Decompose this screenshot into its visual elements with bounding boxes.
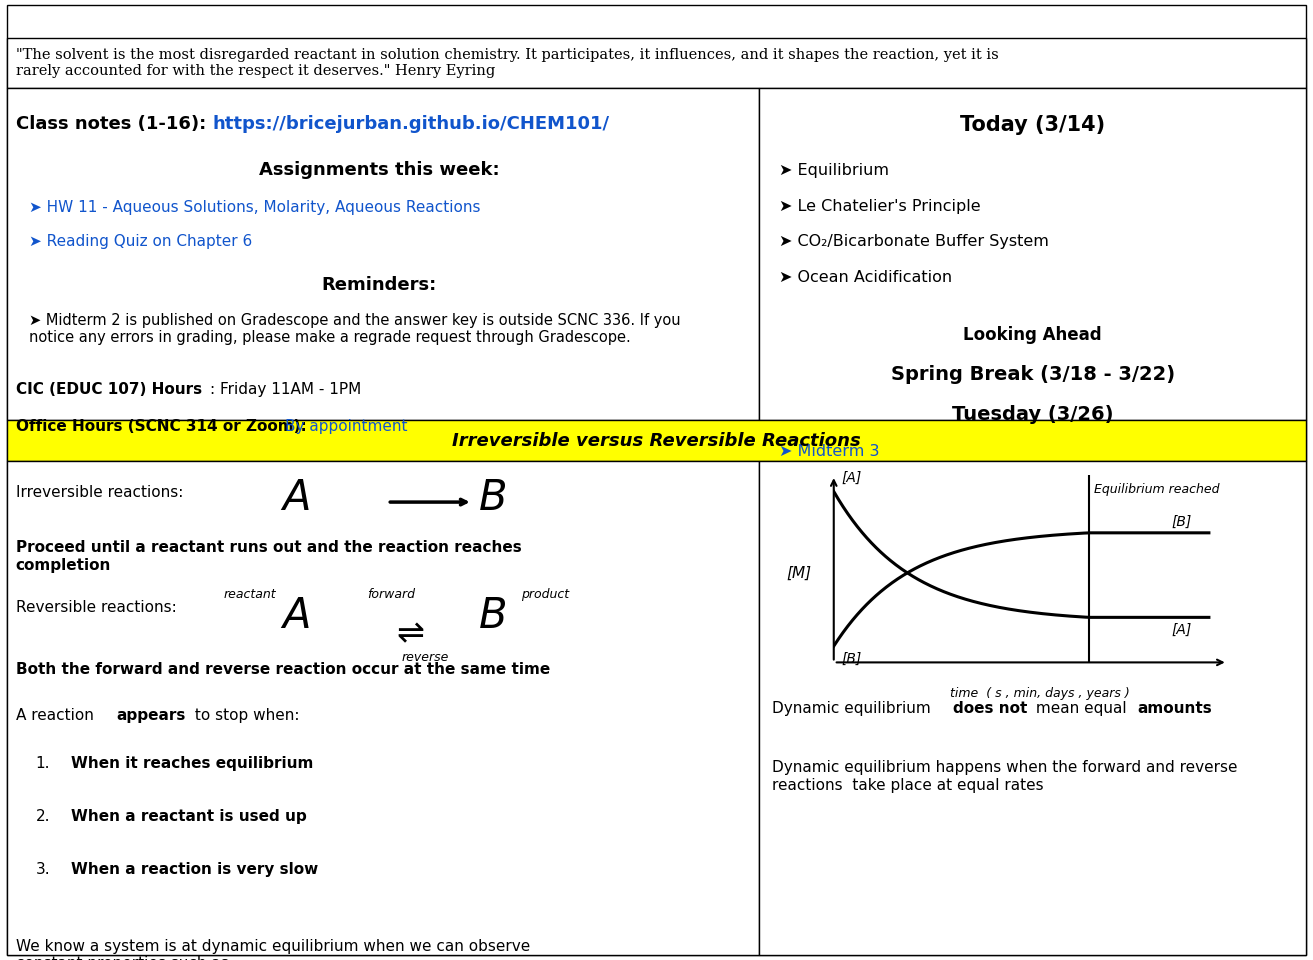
- Text: When a reactant is used up: When a reactant is used up: [71, 809, 307, 825]
- Text: appears: appears: [117, 708, 186, 724]
- Text: [A]: [A]: [842, 470, 861, 485]
- Text: Equilibrium reached: Equilibrium reached: [1095, 483, 1220, 496]
- FancyBboxPatch shape: [7, 88, 759, 420]
- Text: We know a system is at dynamic equilibrium when we can observe
constant properti: We know a system is at dynamic equilibri…: [16, 939, 530, 960]
- Text: Today (3/14): Today (3/14): [960, 115, 1106, 135]
- Text: ➤ HW 11 - Aqueous Solutions, Molarity, Aqueous Reactions: ➤ HW 11 - Aqueous Solutions, Molarity, A…: [29, 200, 481, 215]
- Text: [B]: [B]: [1171, 516, 1192, 529]
- Text: Class notes (1-16):: Class notes (1-16):: [16, 115, 213, 133]
- Text: Both the forward and reverse reaction occur at the same time: Both the forward and reverse reaction oc…: [16, 662, 550, 678]
- FancyBboxPatch shape: [759, 461, 1306, 955]
- Text: [A]: [A]: [1171, 623, 1192, 636]
- Text: B: B: [479, 477, 508, 519]
- Text: ⇌: ⇌: [397, 617, 424, 650]
- FancyBboxPatch shape: [7, 461, 759, 955]
- Text: Office Hours (SCNC 314 or Zoom):: Office Hours (SCNC 314 or Zoom):: [16, 419, 311, 434]
- Text: : Friday 11AM - 1PM: : Friday 11AM - 1PM: [210, 382, 361, 397]
- Text: time  ( s , min, days , years ): time ( s , min, days , years ): [951, 686, 1130, 700]
- Text: ➤ Midterm 3: ➤ Midterm 3: [779, 444, 880, 459]
- Text: reactant: reactant: [223, 588, 276, 602]
- Text: When it reaches equilibrium: When it reaches equilibrium: [71, 756, 314, 772]
- Text: mean equal: mean equal: [1031, 701, 1132, 716]
- Text: Assignments this week:: Assignments this week:: [259, 161, 500, 180]
- Text: "The solvent is the most disregarded reactant in solution chemistry. It particip: "The solvent is the most disregarded rea…: [16, 48, 998, 79]
- Text: A: A: [282, 477, 311, 519]
- FancyBboxPatch shape: [759, 88, 1306, 420]
- Text: B: B: [479, 595, 508, 637]
- Text: Irreversible versus Reversible Reactions: Irreversible versus Reversible Reactions: [452, 432, 861, 449]
- Text: ➤ Midterm 2 is published on Gradescope and the answer key is outside SCNC 336. I: ➤ Midterm 2 is published on Gradescope a…: [29, 313, 680, 346]
- Text: ➤ CO₂/Bicarbonate Buffer System: ➤ CO₂/Bicarbonate Buffer System: [779, 234, 1049, 250]
- Text: ➤ Equilibrium: ➤ Equilibrium: [779, 163, 889, 179]
- FancyBboxPatch shape: [7, 38, 1306, 88]
- Text: reverse: reverse: [402, 651, 449, 664]
- Text: 2.: 2.: [35, 809, 50, 825]
- Text: Reminders:: Reminders:: [322, 276, 437, 295]
- Text: Irreversible reactions:: Irreversible reactions:: [16, 485, 183, 500]
- Text: By appointment: By appointment: [285, 419, 407, 434]
- Text: ➤ Ocean Acidification: ➤ Ocean Acidification: [779, 270, 952, 285]
- Text: 3.: 3.: [35, 862, 50, 877]
- FancyBboxPatch shape: [7, 420, 1306, 461]
- Text: Reversible reactions:: Reversible reactions:: [16, 600, 176, 615]
- Text: ➤ Reading Quiz on Chapter 6: ➤ Reading Quiz on Chapter 6: [29, 234, 252, 250]
- Text: Dynamic equilibrium happens when the forward and reverse
reactions  take place a: Dynamic equilibrium happens when the for…: [772, 760, 1238, 793]
- Text: CIC (EDUC 107) Hours: CIC (EDUC 107) Hours: [16, 382, 202, 397]
- Text: A: A: [282, 595, 311, 637]
- Text: product: product: [521, 588, 569, 602]
- Text: Proceed until a reactant runs out and the reaction reaches
completion: Proceed until a reactant runs out and th…: [16, 540, 521, 573]
- Text: Looking Ahead: Looking Ahead: [964, 326, 1102, 345]
- Text: Spring Break (3/18 - 3/22): Spring Break (3/18 - 3/22): [890, 365, 1175, 384]
- Text: When a reaction is very slow: When a reaction is very slow: [71, 862, 318, 877]
- Text: https://bricejurban.github.io/CHEM101/: https://bricejurban.github.io/CHEM101/: [213, 115, 609, 133]
- Text: [M]: [M]: [786, 565, 811, 581]
- Text: A reaction: A reaction: [16, 708, 98, 724]
- Text: forward: forward: [368, 588, 415, 602]
- Text: Dynamic equilibrium: Dynamic equilibrium: [772, 701, 936, 716]
- Text: 1.: 1.: [35, 756, 50, 772]
- Text: Tuesday (3/26): Tuesday (3/26): [952, 405, 1113, 424]
- Text: [B]: [B]: [842, 652, 861, 665]
- FancyBboxPatch shape: [7, 5, 1306, 955]
- Text: does not: does not: [953, 701, 1028, 716]
- Text: to stop when:: to stop when:: [190, 708, 299, 724]
- Text: ➤ Le Chatelier's Principle: ➤ Le Chatelier's Principle: [779, 199, 981, 214]
- Text: amounts: amounts: [1137, 701, 1212, 716]
